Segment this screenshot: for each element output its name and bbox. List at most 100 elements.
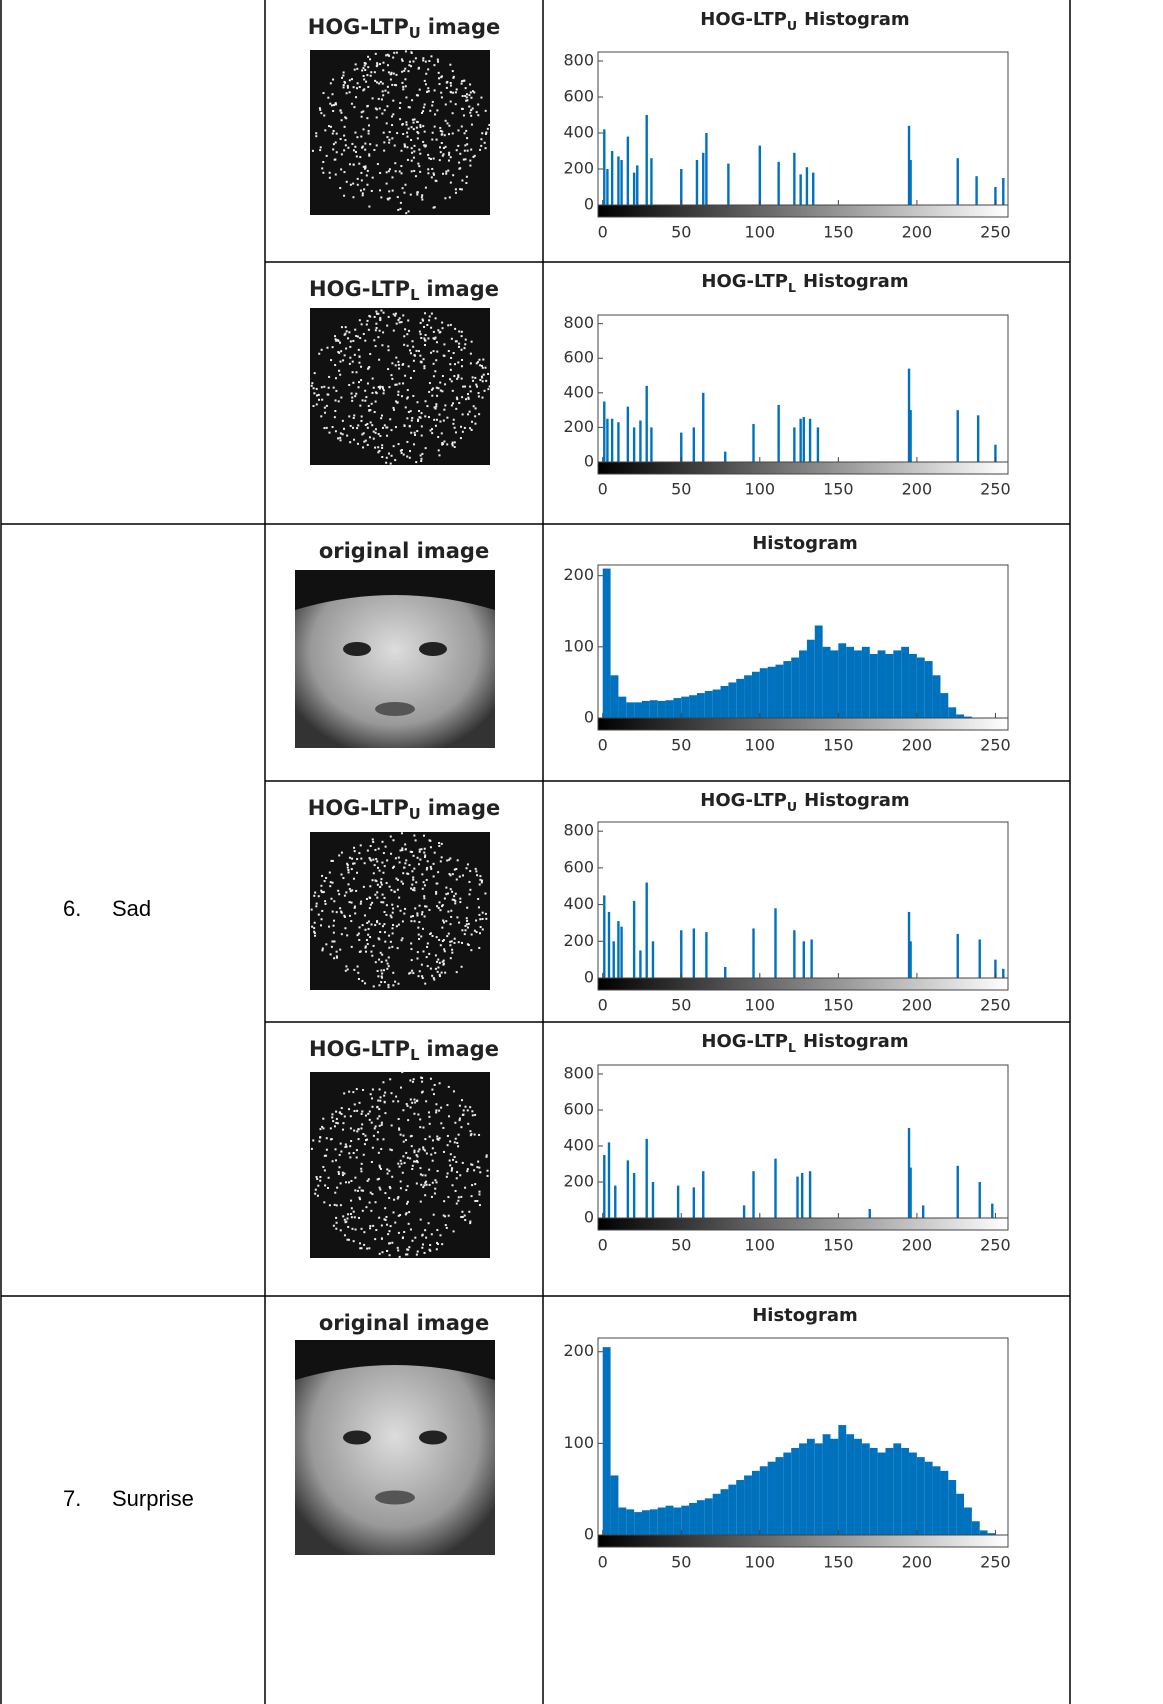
image-dot xyxy=(420,322,422,324)
x-tick-label: 50 xyxy=(671,996,691,1015)
image-dot xyxy=(381,444,383,446)
image-dot xyxy=(437,329,439,331)
image-dot xyxy=(450,182,452,184)
image-dot xyxy=(373,339,375,341)
image-dot xyxy=(332,148,334,150)
x-tick-label: 100 xyxy=(745,223,776,242)
image-dot xyxy=(473,91,475,93)
image-dot xyxy=(379,330,381,332)
bar xyxy=(809,419,811,462)
image-dot xyxy=(365,1115,367,1117)
chart-title-rest: Histogram xyxy=(804,9,910,30)
image-dot xyxy=(390,1225,392,1227)
histogram-bar xyxy=(681,1506,689,1535)
x-tick-label: 150 xyxy=(823,480,854,499)
image-dot xyxy=(350,1213,352,1215)
image-dot xyxy=(478,395,480,397)
image-dot xyxy=(342,1215,344,1217)
y-tick-label: 800 xyxy=(563,821,594,840)
image-dot xyxy=(402,382,404,384)
image-dot xyxy=(415,881,417,883)
image-dot xyxy=(464,132,466,134)
image-dot xyxy=(395,857,397,859)
image-dot xyxy=(422,141,424,143)
image-dot xyxy=(409,106,411,108)
image-title: original image xyxy=(319,539,489,563)
image-dot xyxy=(485,110,487,112)
image-dot xyxy=(363,78,365,80)
image-dot xyxy=(443,1151,445,1153)
image-dot xyxy=(367,850,369,852)
bar xyxy=(979,1182,981,1218)
histogram-bar xyxy=(909,654,917,718)
image-dot xyxy=(419,89,421,91)
image-dot xyxy=(410,1098,412,1100)
image-dot xyxy=(447,1196,449,1198)
image-dot xyxy=(407,1157,409,1159)
image-dot xyxy=(346,330,348,332)
bar xyxy=(680,930,682,978)
image-dot xyxy=(384,424,386,426)
image-dot xyxy=(422,950,424,952)
image-dot xyxy=(343,71,345,73)
x-tick-label: 200 xyxy=(902,1236,933,1255)
image-dot xyxy=(368,1247,370,1249)
image-dot xyxy=(347,883,349,885)
image-dot xyxy=(393,445,395,447)
image-dot xyxy=(323,1201,325,1203)
image-dot xyxy=(425,1237,427,1239)
image-dot xyxy=(409,61,411,63)
image-dot xyxy=(312,405,314,407)
image-dot xyxy=(385,960,387,962)
image-dot xyxy=(448,152,450,154)
image-dot xyxy=(373,387,375,389)
image-dot xyxy=(371,1106,373,1108)
image-dot xyxy=(339,907,341,909)
image-dot xyxy=(347,337,349,339)
image-dot xyxy=(445,887,447,889)
image-dot xyxy=(429,382,431,384)
image-dot xyxy=(448,160,450,162)
image-dot xyxy=(412,915,414,917)
image-dot xyxy=(434,1152,436,1154)
image-dot xyxy=(416,94,418,96)
image-dot xyxy=(379,63,381,65)
image-dot xyxy=(320,146,322,148)
image-dot xyxy=(360,901,362,903)
image-dot xyxy=(480,97,482,99)
image-dot xyxy=(424,884,426,886)
image-dot xyxy=(363,1231,365,1233)
image-dot xyxy=(383,132,385,134)
image-dot xyxy=(469,427,471,429)
x-tick-label: 0 xyxy=(598,996,608,1015)
image-dot xyxy=(403,1141,405,1143)
image-dot xyxy=(326,1137,328,1139)
image-dot xyxy=(418,350,420,352)
image-dot xyxy=(419,849,421,851)
image-dot xyxy=(347,1226,349,1228)
image-dot xyxy=(448,154,450,156)
image-dot xyxy=(353,417,355,419)
histogram-bar xyxy=(925,1462,933,1535)
image-dot xyxy=(417,857,419,859)
image-dot xyxy=(345,1143,347,1145)
image-dot xyxy=(405,1213,407,1215)
image-dot xyxy=(453,1090,455,1092)
image-dot xyxy=(431,313,433,315)
histogram-bar xyxy=(768,1462,776,1535)
image-dot xyxy=(466,917,468,919)
image-dot xyxy=(338,400,340,402)
image-dot xyxy=(383,969,385,971)
image-dot xyxy=(425,447,427,449)
image-dot xyxy=(440,860,442,862)
image-dot xyxy=(448,1086,450,1088)
image-dot xyxy=(361,1228,363,1230)
image-dot xyxy=(398,924,400,926)
bar xyxy=(639,950,641,978)
image-dot xyxy=(409,972,411,974)
image-dot xyxy=(398,383,400,385)
image-dot xyxy=(402,88,404,90)
image-dot xyxy=(379,931,381,933)
image-dot xyxy=(452,92,454,94)
image-dot xyxy=(440,944,442,946)
